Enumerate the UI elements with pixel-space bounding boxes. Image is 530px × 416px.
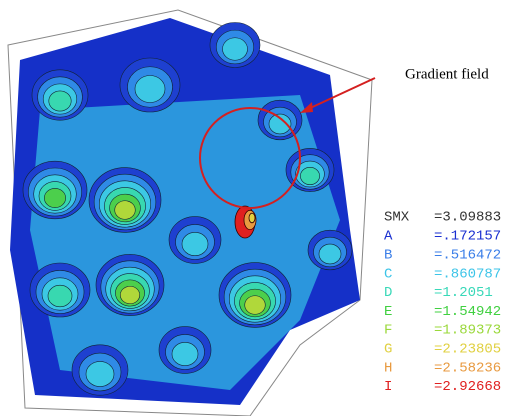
legend: SMX =3.09883 A =.172157 B =.516472 C =.860787 D =…	[384, 210, 501, 395]
contour-blob	[245, 296, 266, 315]
contour-blob	[172, 342, 198, 365]
legend-label: H	[384, 360, 392, 376]
legend-value: =2.92668	[434, 379, 501, 395]
legend-value: =3.09883	[434, 210, 501, 226]
legend-value: =1.54942	[434, 304, 501, 320]
contour-blob	[223, 38, 248, 61]
legend-value: =.516472	[434, 248, 501, 264]
annotation: Gradient field	[405, 66, 489, 82]
contour-blob	[115, 201, 136, 220]
legend-label: G	[384, 342, 392, 358]
legend-label: F	[384, 323, 392, 339]
contour-blob	[86, 361, 114, 386]
legend-value: =.860787	[434, 266, 501, 282]
legend-label: C	[384, 266, 392, 282]
contour-blob	[44, 188, 65, 207]
legend-label: D	[384, 285, 392, 301]
legend-value: =2.23805	[434, 342, 501, 358]
contour-blob	[300, 167, 319, 184]
contour-blob	[319, 244, 341, 264]
contour-blob	[135, 76, 165, 103]
contour-blob	[182, 232, 208, 255]
contour-blob	[48, 285, 72, 307]
hot-spot	[249, 213, 255, 223]
legend-value: =2.58236	[434, 360, 501, 376]
legend-value: =1.2051	[434, 285, 493, 301]
legend-label: E	[384, 304, 392, 320]
figure: Gradient field SMX =3.09883 A =.172157 B =.51…	[0, 0, 530, 416]
legend-value: =1.89373	[434, 323, 501, 339]
legend-label: I	[384, 379, 392, 395]
legend-label: A	[384, 229, 393, 245]
contour-blob	[49, 91, 71, 111]
legend-label: B	[384, 248, 392, 264]
legend-value: =.172157	[434, 229, 501, 245]
legend-label: SMX	[384, 210, 410, 226]
contour-blob	[120, 286, 139, 303]
